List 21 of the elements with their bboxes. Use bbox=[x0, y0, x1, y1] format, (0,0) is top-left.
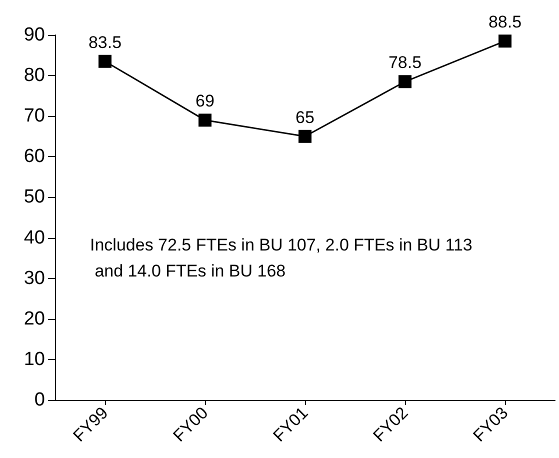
y-tick-label: 80 bbox=[24, 65, 45, 86]
y-tick-label: 0 bbox=[34, 390, 45, 410]
data-label: 78.5 bbox=[388, 53, 422, 72]
y-tick-label: 30 bbox=[24, 268, 45, 289]
y-tick-label: 90 bbox=[24, 24, 45, 46]
data-label: 69 bbox=[196, 92, 214, 111]
y-tick-label: 20 bbox=[24, 308, 45, 330]
y-tick-label: 60 bbox=[24, 146, 45, 168]
annotation: Includes 72.5 FTEs in BU 107, 2.0 FTEs in BU 113 and 14.0 FTEs in BU 168 bbox=[90, 236, 472, 280]
point bbox=[98, 54, 112, 68]
data-label: 88.5 bbox=[488, 12, 522, 32]
point bbox=[398, 75, 412, 88]
y-tick-label: 70 bbox=[24, 106, 45, 127]
y-tick-label: 40 bbox=[24, 227, 45, 248]
point bbox=[498, 34, 512, 48]
y-tick-label: 50 bbox=[24, 186, 45, 208]
point bbox=[198, 114, 212, 127]
y-tick-label: 10 bbox=[24, 348, 45, 370]
data-label: 65 bbox=[296, 108, 314, 127]
point bbox=[298, 130, 312, 143]
data-label: 83.5 bbox=[88, 32, 122, 52]
